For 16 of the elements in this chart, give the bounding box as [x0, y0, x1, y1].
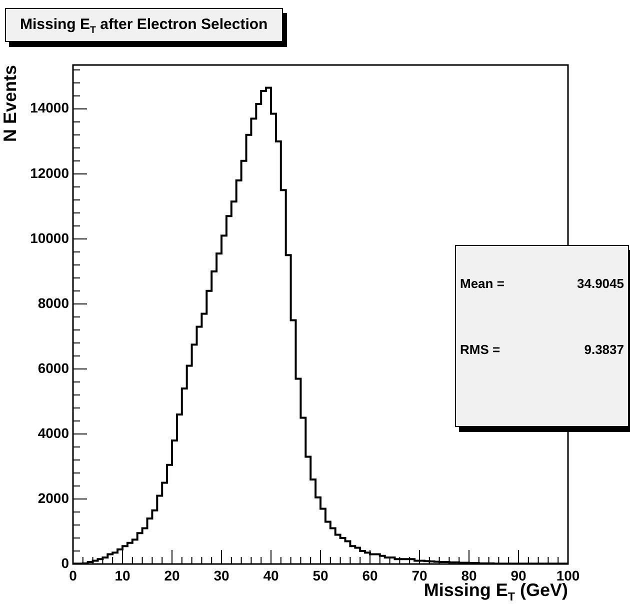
y-tick-label: 12000	[30, 164, 70, 181]
y-tick-label: 2000	[38, 490, 70, 506]
x-tick-label: 20	[164, 567, 180, 584]
y-tick-label: 0	[61, 554, 70, 571]
y-axis-title: N Events	[0, 65, 20, 142]
chart-title: Missing E$_{T}$ after Electron Selection	[5, 8, 283, 42]
y-tick-label: 8000	[38, 294, 70, 311]
y-tick-label: 4000	[38, 424, 70, 441]
y-tick-label: 10000	[30, 230, 70, 246]
y-tick-label: 6000	[38, 360, 70, 376]
x-tick-label: 40	[263, 567, 279, 584]
x-tick-label: 60	[362, 567, 378, 584]
x-tick-label: 30	[214, 567, 230, 584]
y-tick-label: 14000	[30, 100, 70, 116]
x-tick-label: 50	[312, 567, 328, 584]
x-tick-label: 10	[114, 567, 130, 584]
